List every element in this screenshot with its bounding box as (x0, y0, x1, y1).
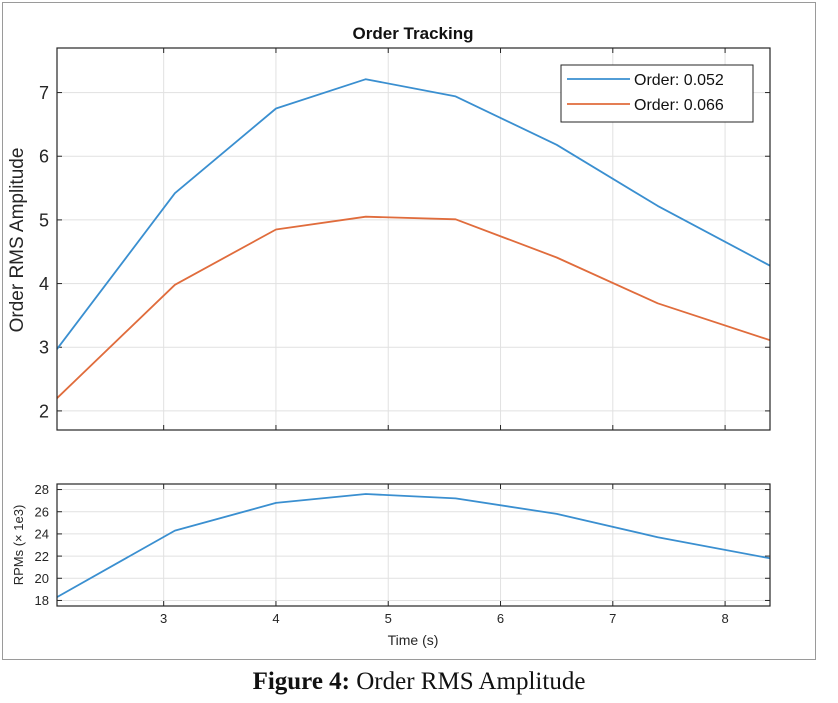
y-tick-label: 28 (35, 482, 49, 497)
x-tick-label: 8 (721, 611, 728, 626)
series-line-order-0-052 (56, 78, 771, 350)
y-tick-label: 6 (39, 147, 49, 167)
y-tick-label: 22 (35, 549, 49, 564)
top-series-lines (56, 78, 771, 399)
bottom-ylabel: RPMs (× 1e3) (11, 505, 26, 586)
caption-label: Figure 4: (252, 668, 350, 695)
top-axes-box (56, 47, 771, 431)
y-tick-label: 3 (39, 338, 49, 358)
legend-label-order-0052: Order: 0.052 (634, 72, 724, 89)
y-tick-label: 7 (39, 83, 49, 103)
bottom-series-lines (56, 493, 771, 598)
bottom-grid (57, 484, 770, 606)
x-tick-label: 6 (497, 611, 504, 626)
top-tick-labels: 2 3 4 5 6 7 (39, 83, 49, 421)
xlabel: Time (s) (388, 632, 439, 648)
x-tick-label: 5 (385, 611, 392, 626)
chart-title: Order Tracking (353, 24, 474, 43)
series-line-rpm (56, 493, 771, 598)
bottom-axes: 3 4 5 6 7 8 18 20 22 24 26 28 RPMs (× 1e3) Time (s) (11, 482, 771, 648)
legend: Order: 0.052 Order: 0.066 (560, 64, 754, 123)
y-tick-label: 26 (35, 504, 49, 519)
series-line-order-0-066 (56, 215, 771, 399)
bottom-plot-area (57, 484, 770, 606)
top-axes: 2 3 4 5 6 7 Order Tracking Order RMS Amplitud… (7, 24, 771, 431)
y-tick-label: 20 (35, 571, 49, 586)
y-tick-label: 4 (39, 274, 49, 294)
legend-label-order-0066: Order: 0.066 (634, 97, 724, 114)
y-tick-label: 18 (35, 593, 49, 608)
bottom-tick-labels: 3 4 5 6 7 8 18 20 22 24 26 28 (35, 482, 729, 626)
x-tick-label: 7 (609, 611, 616, 626)
top-ylabel: Order RMS Amplitude (7, 148, 28, 333)
y-tick-label: 5 (39, 210, 49, 230)
y-tick-label: 24 (35, 527, 49, 542)
legend-box (560, 64, 754, 123)
figure-caption: Figure 4: Order RMS Amplitude (0, 668, 838, 696)
x-tick-label: 4 (272, 611, 279, 626)
caption-text: Order RMS Amplitude (356, 668, 586, 695)
bottom-axes-box (56, 483, 771, 607)
x-tick-label: 3 (160, 611, 167, 626)
y-tick-label: 2 (39, 401, 49, 421)
